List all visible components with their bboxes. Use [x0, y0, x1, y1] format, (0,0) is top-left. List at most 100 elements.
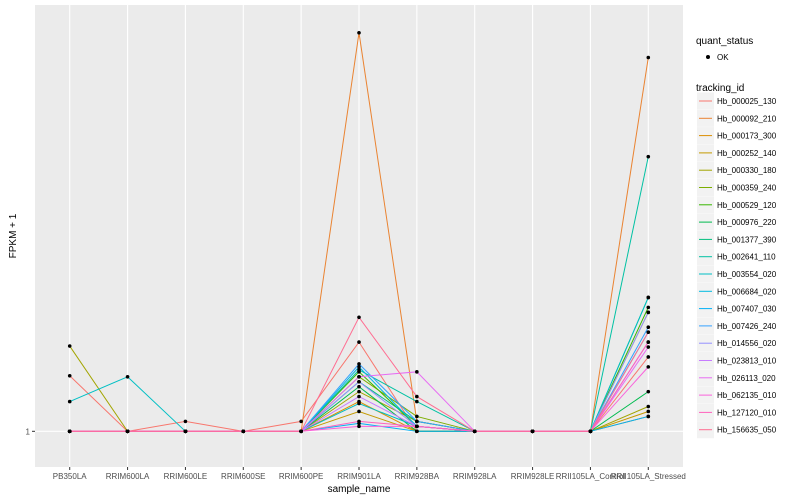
data-point	[646, 330, 651, 334]
data-point	[646, 365, 651, 369]
legend-label: Hb_156635_050	[717, 426, 777, 435]
legend-ok-point	[706, 55, 710, 59]
data-points	[67, 30, 651, 434]
y-tick-label: 1	[26, 427, 31, 436]
legend-item: Hb_156635_050	[697, 421, 777, 439]
legend-item: Hb_127120_010	[697, 403, 777, 421]
x-tick-label: PB350LA	[53, 472, 87, 481]
legend-label: Hb_000252_140	[717, 149, 777, 158]
legend-label: Hb_062135_010	[717, 391, 777, 400]
x-tick-label: RRIM600PE	[279, 472, 323, 481]
data-point	[67, 399, 72, 404]
data-point	[241, 429, 246, 434]
data-point	[415, 370, 419, 374]
data-point	[67, 429, 72, 434]
x-tick-label: RRIM600LA	[106, 472, 150, 481]
legend-label: Hb_003554_020	[717, 270, 777, 279]
data-point	[357, 374, 361, 379]
legend-label: Hb_002641_110	[717, 253, 776, 262]
legend-item: Hb_000976_220	[697, 213, 777, 231]
data-point	[415, 424, 419, 429]
data-point	[67, 344, 72, 348]
legend-label: Hb_127120_010	[717, 408, 777, 417]
x-axis: PB350LA RRIM600LA RRIM600LE RRIM600SE RRIM60…	[53, 467, 686, 481]
data-point	[415, 399, 419, 404]
legend-item: Hb_007426_240	[697, 317, 777, 335]
data-point	[357, 368, 361, 372]
legend-label: Hb_000173_300	[717, 132, 777, 141]
data-point	[646, 414, 651, 419]
x-tick-label: RRIM928BA	[395, 472, 440, 481]
data-point	[125, 429, 130, 434]
legend-item: Hb_003554_020	[697, 265, 777, 283]
data-point	[415, 414, 419, 419]
x-tick-label: RRII105LA_Stressed	[611, 472, 686, 481]
data-point	[357, 340, 361, 344]
data-point	[646, 355, 651, 359]
data-point	[67, 373, 72, 378]
data-point	[125, 374, 130, 379]
data-point	[415, 419, 419, 424]
x-tick-label: RRIM928LE	[511, 472, 555, 481]
data-point	[357, 389, 361, 394]
legend-label: Hb_000092_210	[717, 114, 777, 123]
data-point	[299, 419, 303, 424]
legend-item: Hb_023813_010	[697, 352, 777, 369]
data-point	[646, 154, 651, 159]
data-point	[357, 362, 361, 366]
data-point	[357, 315, 361, 320]
x-tick-label: RRIM901LA	[337, 472, 381, 481]
data-point	[357, 394, 361, 399]
legend-label: Hb_014556_020	[717, 339, 777, 348]
data-point	[646, 295, 651, 300]
data-point	[646, 340, 651, 344]
legend-label: Hb_000330_180	[717, 166, 777, 175]
legend-label: Hb_007426_240	[717, 322, 777, 331]
legend-item: Hb_014556_020	[697, 334, 777, 352]
legend-item: Hb_026113_020	[697, 369, 776, 387]
legend-item: Hb_000330_180	[697, 161, 777, 179]
legend-item: Hb_000252_140	[697, 144, 777, 162]
x-tick-label: RRIM600SE	[221, 472, 265, 481]
data-point	[530, 429, 535, 434]
legend-item: Hb_000173_300	[697, 127, 777, 145]
data-point	[357, 365, 361, 369]
data-point	[357, 401, 361, 406]
legend-item: Hb_002641_110	[697, 248, 776, 266]
legend-label: Hb_026113_020	[717, 374, 776, 383]
data-point	[357, 384, 361, 389]
legend-label: Hb_023813_010	[717, 357, 777, 366]
data-point	[588, 429, 593, 434]
legend-label: Hb_007407_030	[717, 305, 777, 314]
data-point	[646, 325, 651, 330]
legend-quant-status-title: quant_status	[696, 36, 753, 47]
legend-item: Hb_000092_210	[697, 109, 777, 127]
legend-tracking-id-title: tracking_id	[696, 83, 744, 94]
data-point	[357, 409, 361, 414]
legend-item: Hb_000529_120	[697, 196, 777, 214]
data-point	[357, 424, 361, 429]
legend-label: Hb_000529_120	[717, 201, 777, 210]
legend-item: Hb_001377_390	[697, 230, 777, 248]
data-point	[357, 30, 361, 35]
y-axis: 1	[26, 427, 35, 436]
legend-label: Hb_001377_390	[717, 235, 777, 244]
data-point	[472, 429, 477, 434]
data-point	[357, 379, 361, 384]
data-point	[646, 389, 651, 394]
data-point	[646, 305, 651, 310]
legend-item: Hb_006684_020	[697, 282, 777, 300]
x-tick-label: RRIM600LE	[164, 472, 208, 481]
data-point	[183, 429, 188, 434]
data-point	[646, 310, 651, 315]
x-axis-title: sample_name	[328, 484, 391, 495]
legend-ok-label: OK	[717, 53, 729, 62]
legend-item: Hb_000359_240	[697, 179, 777, 196]
legend-label: Hb_000025_130	[717, 97, 777, 106]
x-tick-label: RRIM928LA	[453, 472, 497, 481]
legend-item: Hb_000025_130	[697, 92, 777, 110]
legend-label: Hb_000359_240	[717, 184, 777, 193]
data-point	[415, 394, 419, 399]
legend-label: Hb_000976_220	[717, 218, 777, 227]
